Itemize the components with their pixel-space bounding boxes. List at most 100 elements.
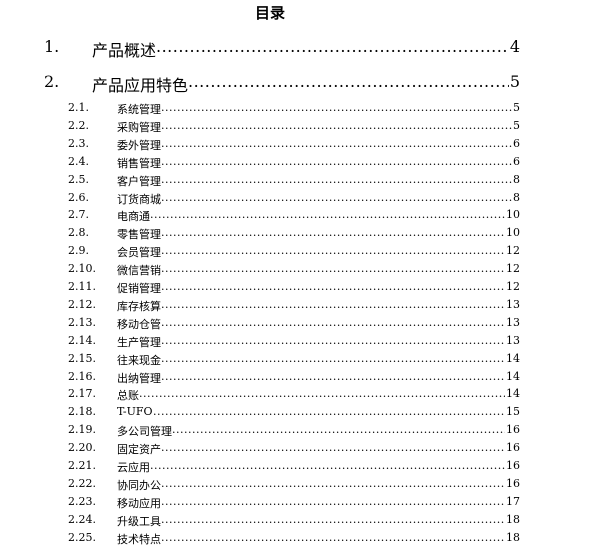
dot-leader: ........................................… — [161, 476, 505, 490]
entry-title[interactable]: 产品概述 — [92, 41, 157, 60]
toc-entry[interactable]: 2.1. 系统管理................................… — [0, 101, 520, 116]
toc-entry[interactable]: 2.23. 移动应用...............................… — [0, 494, 520, 510]
entry-title[interactable]: 升级工具 — [117, 514, 161, 528]
entry-page: 10 — [506, 226, 520, 240]
entry-number: 2.7. — [68, 208, 89, 222]
toc-entry[interactable]: 2.10. 微信营销...............................… — [0, 262, 520, 278]
entry-title[interactable]: 促销管理 — [117, 282, 161, 295]
entry-number: 2.24. — [68, 512, 96, 526]
toc-entry[interactable]: 2.13. 移动仓管...............................… — [0, 315, 520, 331]
entry-page: 8 — [513, 172, 520, 186]
entry-title[interactable]: 采购管理 — [117, 120, 161, 134]
entry-title[interactable]: 零售管理 — [117, 228, 161, 242]
toc-entry[interactable]: 2.8. 零售管理................................… — [0, 226, 520, 242]
entry-page: 12 — [506, 280, 520, 293]
entry-number: 2.10. — [68, 262, 96, 276]
toc-entry[interactable]: 2.7. 电商通.................................… — [0, 208, 520, 224]
entry-number: 2.19. — [68, 423, 96, 437]
entry-title[interactable]: T-UFO — [117, 405, 153, 419]
entry-page: 10 — [506, 208, 520, 222]
entry-title[interactable]: 云应用 — [117, 461, 150, 474]
entry-number: 2.18. — [68, 405, 96, 419]
dot-leader: ........................................… — [161, 530, 505, 544]
entry-page: 16 — [506, 476, 520, 490]
entry-page: 18 — [506, 530, 520, 544]
entry-page: 17 — [506, 494, 520, 508]
entry-number: 1. — [44, 37, 60, 56]
entry-title[interactable]: 订货商城 — [117, 192, 161, 206]
entry-page: 16 — [506, 459, 520, 472]
entry-number: 2.15. — [68, 351, 96, 365]
entry-title[interactable]: 销售管理 — [117, 156, 161, 170]
dot-leader: ........................................… — [161, 297, 505, 311]
toc-entry[interactable]: 2.14. 生产管理...............................… — [0, 333, 520, 349]
toc-entry[interactable]: 2.24. 升级工具...............................… — [0, 512, 520, 528]
entry-title[interactable]: 固定资产 — [117, 443, 161, 457]
toc-entry[interactable]: 2.4. 销售管理................................… — [0, 154, 520, 170]
entry-title[interactable]: 移动仓管 — [117, 317, 161, 331]
entry-title[interactable]: 微信营销 — [117, 264, 161, 278]
dot-leader: ........................................… — [161, 280, 505, 293]
entry-number: 2.16. — [68, 369, 96, 383]
dot-leader: ........................................… — [161, 333, 505, 347]
dot-leader: ........................................… — [161, 190, 512, 204]
entry-title[interactable]: 出纳管理 — [117, 371, 161, 385]
toc-entry[interactable]: 2.19. 多公司管理..............................… — [0, 423, 520, 439]
entry-title[interactable]: 产品应用特色 — [92, 76, 189, 95]
entry-title[interactable]: 移动应用 — [117, 496, 161, 510]
toc-entry[interactable]: 2.6. 订货商城................................… — [0, 190, 520, 206]
toc-entry[interactable]: 2.22. 协同办公...............................… — [0, 476, 520, 492]
toc-entry[interactable]: 2.18. T-UFO..............................… — [0, 405, 520, 419]
toc-entry[interactable]: 2.25. 技术特点...............................… — [0, 530, 520, 546]
entry-title[interactable]: 生产管理 — [117, 335, 161, 349]
dot-leader: ........................................… — [161, 101, 512, 114]
toc-entry[interactable]: 2.17. 总账.................................… — [0, 387, 520, 403]
entry-title[interactable]: 技术特点 — [117, 532, 161, 546]
entry-title[interactable]: 委外管理 — [117, 138, 161, 152]
entry-title[interactable]: 多公司管理 — [117, 425, 172, 439]
toc-entry[interactable]: 1. 产品概述..................................… — [0, 37, 520, 60]
toc-entry[interactable]: 2. 产品应用特色................................… — [0, 72, 520, 95]
entry-title[interactable]: 客户管理 — [117, 174, 161, 188]
entry-number: 2.25. — [68, 530, 96, 544]
entry-number: 2.9. — [68, 244, 89, 258]
entry-page: 8 — [513, 190, 520, 204]
entry-title[interactable]: 系统管理 — [117, 103, 161, 116]
entry-title[interactable]: 总账 — [117, 389, 139, 403]
toc-entry[interactable]: 2.2. 采购管理................................… — [0, 118, 520, 134]
entry-number: 2.17. — [68, 387, 96, 401]
entry-title[interactable]: 往来现金 — [117, 353, 161, 367]
entry-number: 2.4. — [68, 154, 89, 168]
entry-page: 16 — [506, 423, 520, 437]
entry-title[interactable]: 协同办公 — [117, 478, 161, 492]
entry-number: 2.14. — [68, 333, 96, 347]
entry-number: 2.20. — [68, 441, 96, 455]
toc-entry[interactable]: 2.20. 固定资产...............................… — [0, 441, 520, 457]
entry-number: 2.8. — [68, 226, 89, 240]
entry-number: 2.13. — [68, 315, 96, 329]
entry-title[interactable]: 电商通 — [117, 210, 150, 224]
toc-entry[interactable]: 2.21. 云应用................................… — [0, 459, 520, 474]
dot-leader: ........................................… — [188, 72, 509, 91]
dot-leader: ........................................… — [161, 441, 505, 455]
dot-leader: ........................................… — [161, 494, 505, 508]
toc-entry[interactable]: 2.3. 委外管理................................… — [0, 136, 520, 152]
dot-leader: ........................................… — [161, 118, 512, 132]
dot-leader: ........................................… — [161, 226, 505, 240]
dot-leader: ........................................… — [161, 154, 512, 168]
toc-entry[interactable]: 2.16. 出纳管理...............................… — [0, 369, 520, 385]
dot-leader: ........................................… — [139, 387, 505, 401]
entry-number: 2. — [44, 72, 60, 91]
toc-entry[interactable]: 2.11. 促销管理...............................… — [0, 280, 520, 295]
entry-page: 13 — [506, 333, 520, 347]
toc-entry[interactable]: 2.15. 往来现金...............................… — [0, 351, 520, 367]
entry-page: 6 — [513, 136, 520, 150]
entry-page: 12 — [506, 244, 520, 258]
toc-entry[interactable]: 2.5. 客户管理................................… — [0, 172, 520, 188]
entry-page: 5 — [513, 101, 520, 114]
toc-entry[interactable]: 2.9. 会员管理................................… — [0, 244, 520, 260]
entry-title[interactable]: 会员管理 — [117, 246, 161, 260]
toc-entry[interactable]: 2.12. 库存核算...............................… — [0, 297, 520, 313]
entry-title[interactable]: 库存核算 — [117, 299, 161, 313]
entry-number: 2.11. — [68, 280, 96, 293]
